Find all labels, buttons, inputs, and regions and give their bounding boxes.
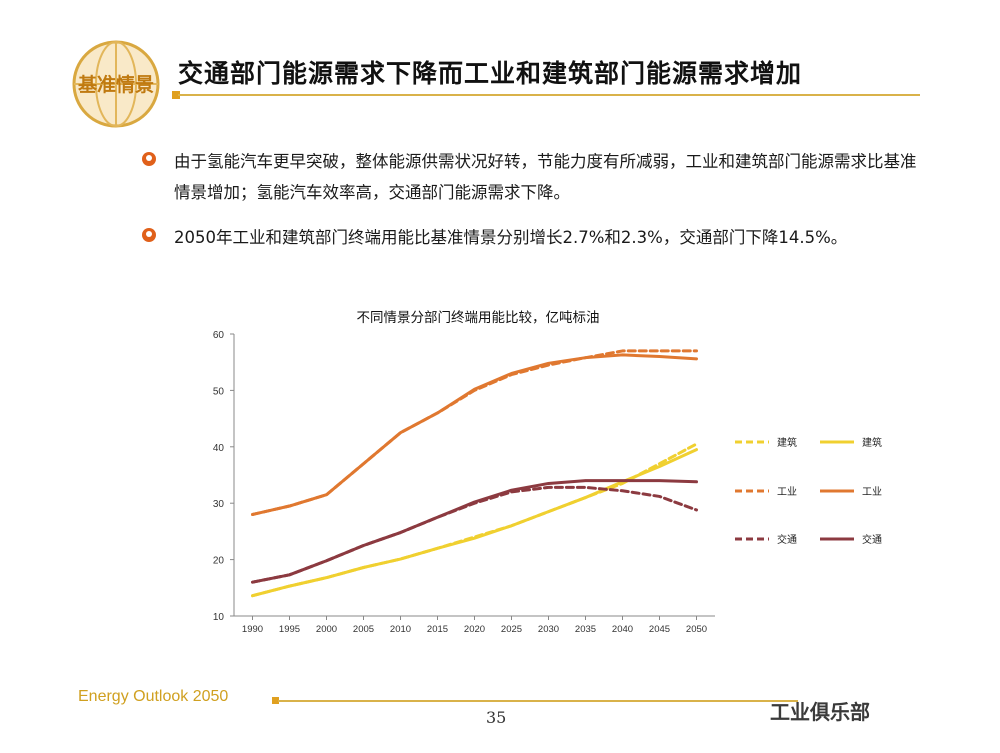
- y-tick-label: 50: [213, 386, 225, 397]
- slide-title: 交通部门能源需求下降而工业和建筑部门能源需求增加: [178, 59, 803, 88]
- bullet-text: 由于氢能汽车更早突破，整体能源供需状况好转，节能力度有所减弱，工业和建筑部门能源…: [174, 152, 917, 202]
- legend-label: 建筑: [862, 436, 882, 449]
- x-tick-label: 2030: [538, 624, 559, 635]
- title-marker: [172, 91, 180, 99]
- y-tick-label: 20: [213, 556, 225, 567]
- page-number: 35: [486, 708, 507, 727]
- x-tick-label: 2015: [427, 624, 448, 635]
- y-tick-label: 60: [213, 330, 225, 341]
- bullet-item-1: 由于氢能汽车更早突破，整体能源供需状况好转，节能力度有所减弱，工业和建筑部门能源…: [142, 146, 926, 208]
- x-tick-label: 2000: [316, 624, 337, 635]
- series-line-dashed-2: [251, 349, 698, 516]
- footer-divider: [278, 700, 798, 702]
- logo-text: 基准情景: [77, 73, 154, 96]
- bullet-icon: [142, 228, 156, 242]
- x-tick-label: 2010: [390, 624, 411, 635]
- y-tick-label: 10: [213, 612, 225, 623]
- chart-title: 不同情景分部门终端用能比较，亿吨标油: [357, 310, 600, 326]
- x-tick-label: 2035: [575, 624, 596, 635]
- x-tick-label: 2050: [686, 624, 707, 635]
- series-line-solid-3: [251, 353, 698, 516]
- x-tick-label: 1990: [242, 624, 263, 635]
- bullet-text: 2050年工业和建筑部门终端用能比基准情景分别增长2.7%和2.3%，交通部门下…: [174, 228, 848, 247]
- x-tick-label: 1995: [279, 624, 300, 635]
- legend-label: 交通: [862, 533, 882, 546]
- bullet-item-2: 2050年工业和建筑部门终端用能比基准情景分别增长2.7%和2.3%，交通部门下…: [142, 222, 926, 253]
- chart-series: [251, 349, 698, 598]
- series-line-dashed-0: [251, 442, 698, 598]
- legend-label: 交通: [777, 533, 797, 546]
- x-tick-label: 2020: [464, 624, 485, 635]
- watermark: 工业俱乐部: [770, 700, 870, 724]
- scenario-logo: 基准情景: [64, 40, 168, 128]
- x-tick-label: 2025: [501, 624, 522, 635]
- legend-label: 工业: [777, 486, 797, 498]
- footer-marker: [272, 697, 279, 704]
- y-tick-label: 40: [213, 443, 225, 454]
- bullet-icon: [142, 152, 156, 166]
- y-tick-label: 30: [213, 499, 225, 510]
- x-tick-label: 2045: [649, 624, 670, 635]
- series-line-solid-5: [251, 479, 698, 584]
- x-tick-label: 2040: [612, 624, 633, 635]
- legend-label: 工业: [862, 486, 882, 498]
- series-line-solid-1: [251, 448, 698, 598]
- title-divider: [178, 94, 920, 96]
- x-tick-label: 2005: [353, 624, 374, 635]
- legend-label: 建筑: [777, 436, 797, 449]
- footer-brand: Energy Outlook 2050: [78, 688, 229, 705]
